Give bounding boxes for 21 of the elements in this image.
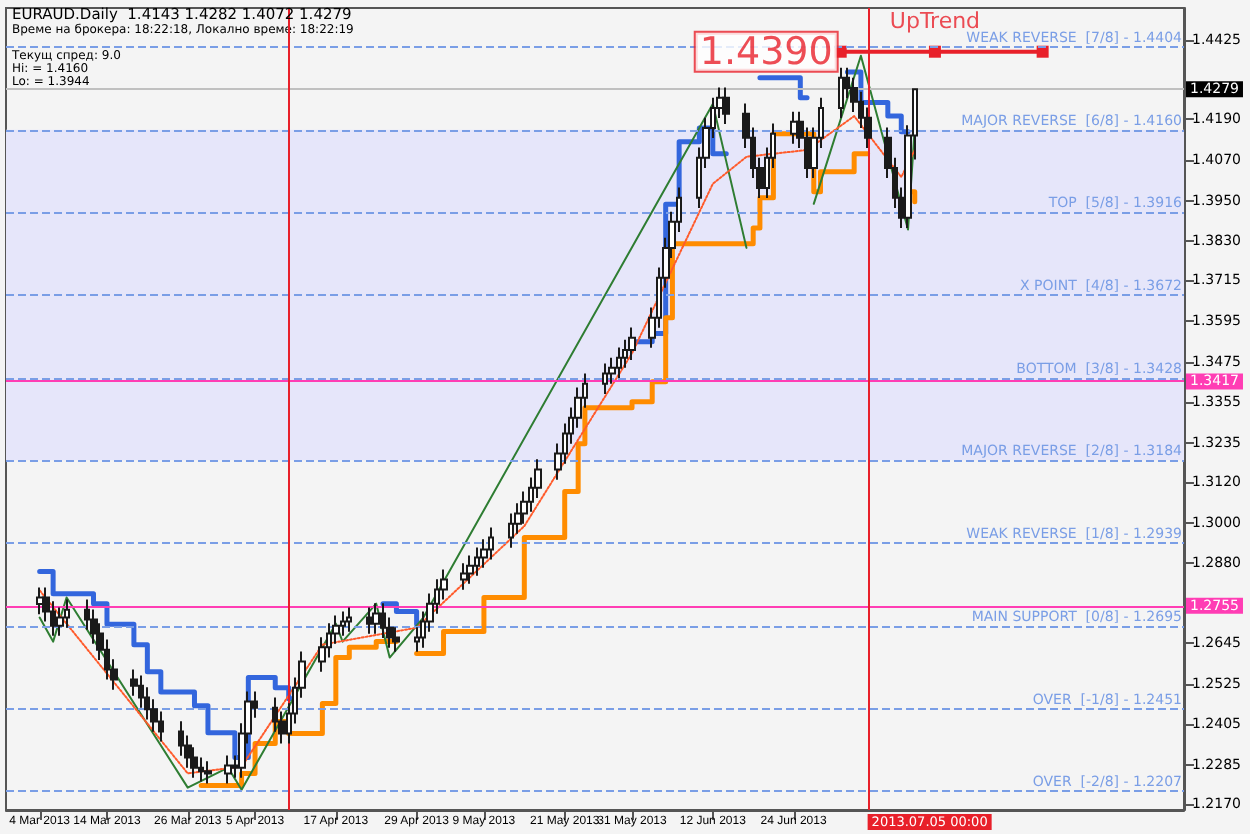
annotation: UpTrend <box>889 7 981 34</box>
candlestick <box>340 610 346 637</box>
annotation: 1.4390 <box>699 29 833 74</box>
candlestick <box>372 602 380 635</box>
candlestick <box>628 326 636 362</box>
candlestick <box>474 546 480 577</box>
candlestick <box>466 554 474 585</box>
candlestick <box>64 598 70 629</box>
candlestick <box>392 626 400 653</box>
candlestick <box>224 754 232 785</box>
candlestick <box>790 110 798 145</box>
candlestick <box>460 562 468 591</box>
candlestick <box>488 526 494 561</box>
candlestick <box>616 346 622 379</box>
candlestick <box>36 586 44 616</box>
candlestick <box>366 606 372 635</box>
candlestick <box>602 362 608 395</box>
candlestick <box>204 760 212 785</box>
candlestick <box>56 606 64 637</box>
candlestick <box>346 606 352 633</box>
candlestick <box>722 86 730 125</box>
